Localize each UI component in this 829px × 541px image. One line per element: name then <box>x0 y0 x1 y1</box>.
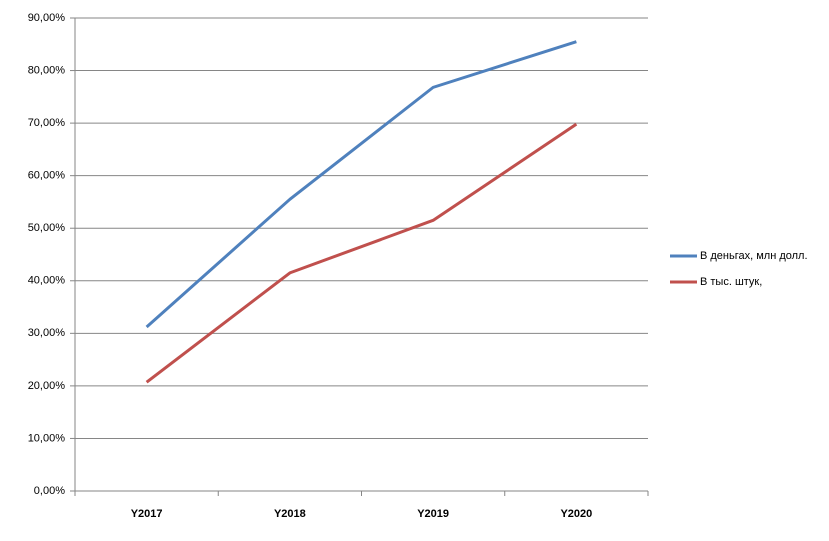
x-tick-label: Y2018 <box>274 508 306 520</box>
y-tick-label: 50,00% <box>28 222 66 234</box>
x-tick-label: Y2017 <box>131 508 163 520</box>
y-tick-label: 40,00% <box>28 275 66 287</box>
y-tick-label: 90,00% <box>28 12 66 24</box>
y-tick-label: 80,00% <box>28 64 66 76</box>
y-tick-label: 60,00% <box>28 170 66 182</box>
x-tick-label: Y2020 <box>560 508 592 520</box>
y-tick-label: 30,00% <box>28 327 66 339</box>
y-tick-label: 10,00% <box>28 432 66 444</box>
series-line <box>145 122 578 384</box>
legend-label: В деньгах, млн долл. <box>700 250 808 262</box>
y-tick-label: 70,00% <box>28 117 66 129</box>
y-tick-label: 0,00% <box>34 485 65 497</box>
y-tick-label: 20,00% <box>28 380 66 392</box>
x-tick-label: Y2019 <box>417 508 449 520</box>
legend-label: В тыс. штук, <box>700 276 762 288</box>
series-line <box>145 40 577 329</box>
